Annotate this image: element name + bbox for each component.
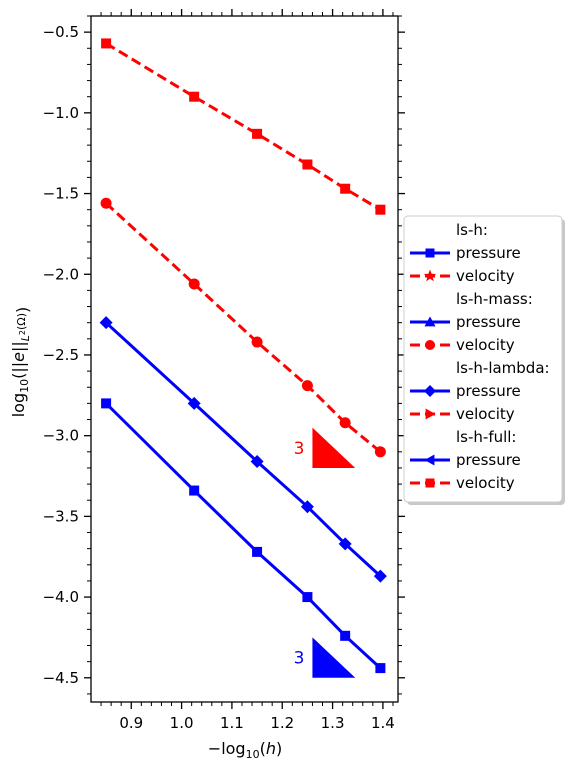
legend: ls-h: pressure velocity ls-h-mass: pressure v… [403,215,565,505]
x-axis-label-part-4: ) [276,739,282,758]
data-point-1-3 [301,380,313,392]
x-axis-label-part-0: −log [208,739,246,758]
axes: 0.9 1.0 1.1 1.2 1.3 1.4 −0.5 −1.0 −1.5 −2.0 −2.5 −3… [43,9,405,732]
legend-marker-8 [425,408,436,420]
data-point-1-0 [100,197,112,209]
series-layer [99,38,387,674]
data-point-3-1 [189,485,200,496]
slope-label-1: 3 [294,649,305,669]
data-point-2-2 [250,454,264,468]
data-point-3-5 [375,663,386,674]
data-point-0-0 [101,38,112,49]
legend-marker-2 [423,269,437,282]
data-point-1-2 [251,336,263,348]
data-point-1-5 [374,446,386,458]
slope-label-0: 3 [294,439,305,459]
plot-frame [90,15,399,703]
legend-label-4: pressure [456,313,521,331]
data-point-2-4 [338,537,352,551]
y-tick-label-8: −4.5 [43,669,79,687]
slope-triangle-0 [312,427,356,468]
y-tick-label-6: −3.5 [43,507,79,525]
y-axis-label-part-0: log [9,393,28,417]
data-point-0-4 [340,183,351,194]
legend-label-10: pressure [456,451,521,469]
y-axis-label-part-8: ) [13,307,32,313]
legend-label-1: pressure [456,244,521,262]
x-tick-label-2: 1.1 [220,714,244,732]
data-point-3-3 [302,592,313,603]
y-axis-label: log10(||e||L2(Ω)) [9,307,32,418]
data-point-3-0 [101,398,112,409]
legend-label-5: velocity [456,336,515,354]
data-point-3-4 [340,630,351,641]
data-point-2-0 [99,316,113,330]
y-tick-label-0: −0.5 [43,23,79,41]
data-point-0-2 [252,128,263,139]
y-axis-label-part-5: L [19,335,32,341]
legend-marker-11 [425,478,435,488]
legend-label-8: velocity [456,405,515,423]
legend-marker-10 [424,454,435,466]
x-axis-label-part-3: h [266,739,276,758]
y-tick-label-4: −2.5 [43,346,79,364]
slope-triangle-1 [312,637,356,678]
series-line-3 [105,402,382,670]
y-tick-label-5: −3.0 [43,427,79,445]
y-tick-label-3: −2.0 [43,265,79,283]
legend-label-6: ls-h-lambda: [456,359,550,377]
y-axis-label-part-3: e [9,352,28,362]
data-point-3-2 [252,546,263,557]
y-tick-label-2: −1.5 [43,185,79,203]
x-tick-label-4: 1.3 [321,714,345,732]
y-axis-label-part-6: 2 [18,330,27,335]
data-point-2-1 [187,396,201,410]
legend-marker-7 [424,385,436,397]
x-tick-label-0: 0.9 [119,714,143,732]
y-axis-label-part-7: (Ω) [15,313,28,330]
data-point-2-5 [373,569,387,583]
legend-marker-1 [425,248,435,258]
y-tick-label-7: −4.0 [43,588,79,606]
series-line-2 [105,321,382,578]
data-point-0-5 [375,204,386,215]
legend-label-9: ls-h-full: [456,428,517,446]
legend-label-3: ls-h-mass: [456,290,533,308]
data-point-1-1 [188,278,200,290]
y-axis-label-part-1: 10 [18,379,31,393]
legend-label-2: velocity [456,267,515,285]
series-line-1 [105,202,382,453]
legend-marker-5 [425,340,435,350]
x-axis-label-part-2: ( [260,739,266,758]
x-tick-label-5: 1.4 [371,714,395,732]
slope-triangles: 33 [294,427,356,678]
x-axis-label-part-1: 10 [246,748,260,761]
y-axis-label-part-2: (|| [9,362,28,379]
data-point-0-3 [302,159,313,170]
y-axis-label-part-4: || [9,341,28,352]
series-line-0 [105,42,382,211]
legend-box [403,215,563,503]
x-tick-label-1: 1.0 [170,714,194,732]
legend-label-11: velocity [456,474,515,492]
x-tick-label-3: 1.2 [270,714,294,732]
x-axis-label: −log10(h) [208,739,282,761]
legend-label-7: pressure [456,382,521,400]
legend-label-0: ls-h: [456,221,488,239]
y-tick-label-1: −1.0 [43,104,79,122]
data-point-0-1 [189,91,200,102]
data-point-1-4 [339,417,351,429]
data-point-2-3 [300,500,314,514]
legend-marker-4 [424,316,436,327]
